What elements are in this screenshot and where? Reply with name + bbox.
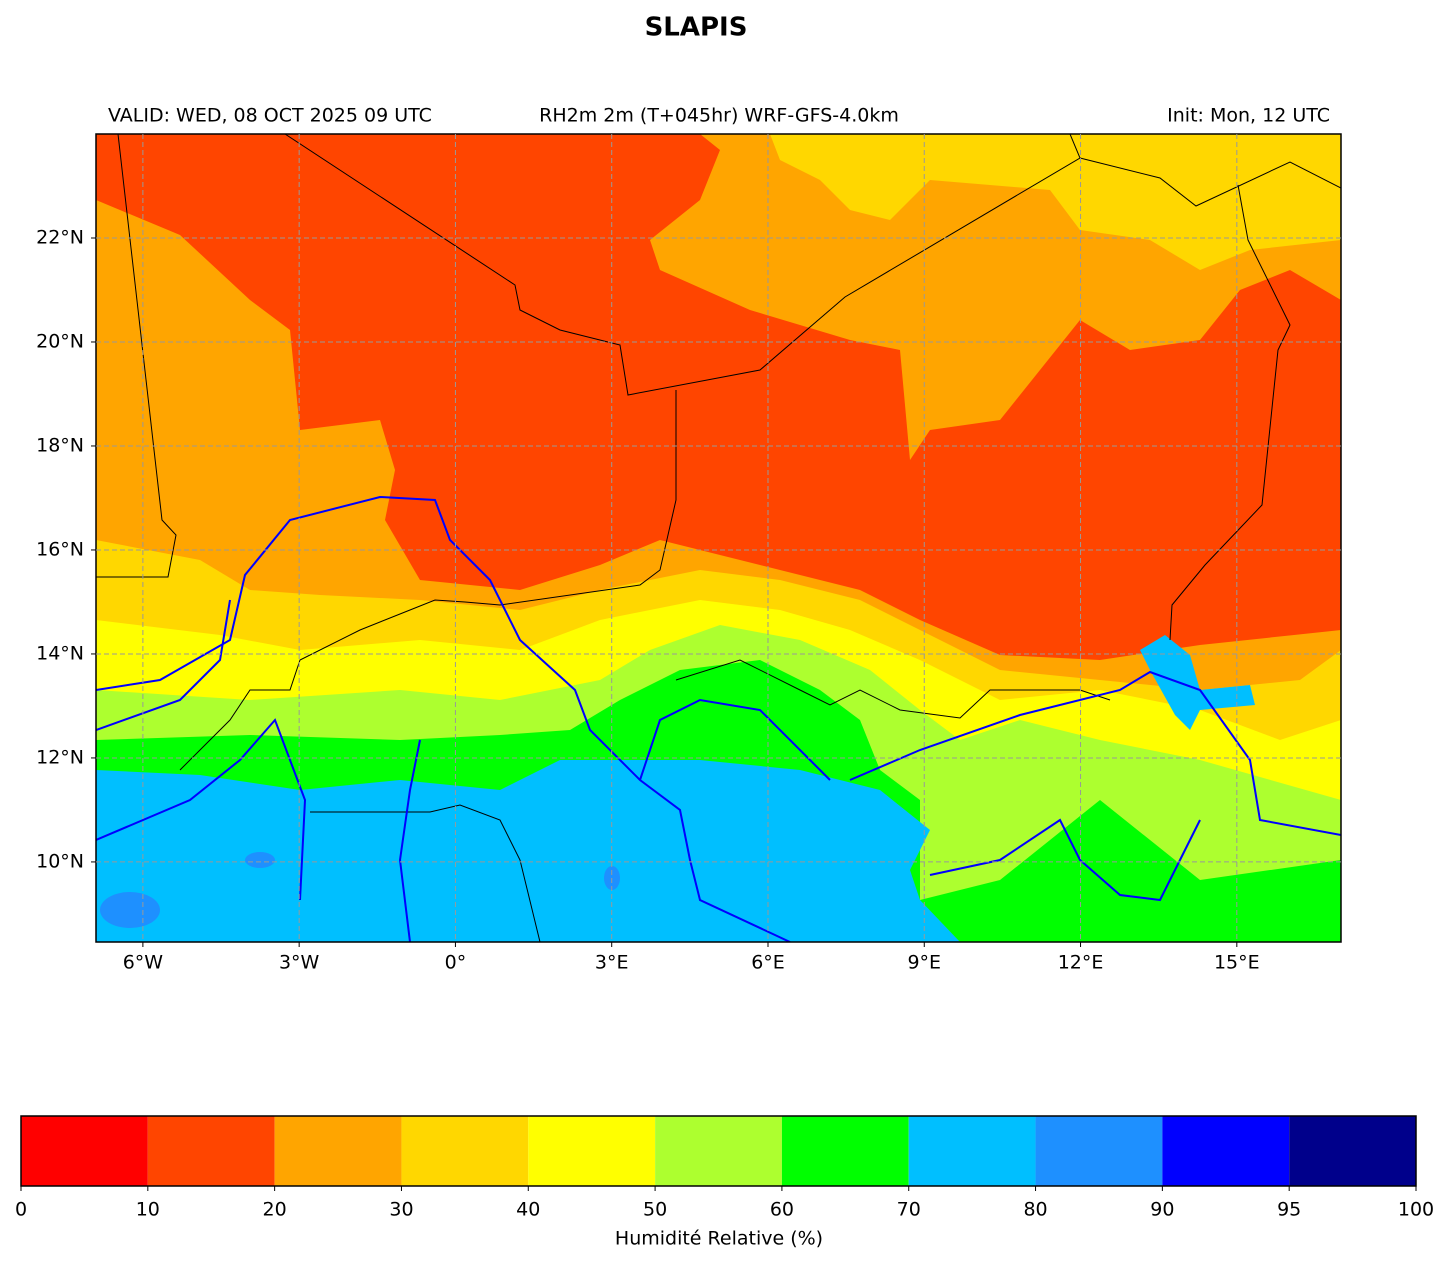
title: SLAPIS <box>645 13 748 43</box>
map-frame <box>95 133 1342 943</box>
river <box>96 718 307 901</box>
colorbar-tick-label: 40 <box>516 1199 540 1221</box>
border <box>1169 184 1291 641</box>
colorbar-tick-label: 90 <box>1150 1199 1174 1221</box>
colorbar-segment <box>401 1116 529 1186</box>
colorbar-segment <box>655 1116 782 1186</box>
border <box>675 659 1111 719</box>
colorbar-segment <box>1289 1116 1416 1186</box>
colorbar-tick-label: 80 <box>1023 1199 1047 1221</box>
colorbar-label: Humidité Relative (%) <box>615 1228 823 1250</box>
colorbar-tick-label: 70 <box>897 1199 921 1221</box>
field-blob <box>245 852 275 868</box>
lake-chad <box>1140 635 1255 730</box>
field-blob <box>100 892 160 928</box>
y-tick-label: 14°N <box>36 642 84 664</box>
x-tick-label: 15°E <box>1214 952 1260 974</box>
x-tick-label: 3°E <box>595 952 629 974</box>
colorbar-tick-label: 0 <box>15 1199 27 1221</box>
x-tick-label: 0° <box>445 952 467 974</box>
colorbar-segment <box>1035 1116 1163 1186</box>
x-tick-label: 9°E <box>907 952 941 974</box>
x-tick-label: 12°E <box>1058 952 1104 974</box>
field-band <box>770 134 1341 270</box>
river <box>96 599 231 731</box>
y-tick-label: 22°N <box>36 226 84 248</box>
y-tick-label: 18°N <box>36 434 84 456</box>
x-tick-label: 3°W <box>279 952 320 974</box>
colorbar-segment <box>908 1116 1036 1186</box>
y-tick-label: 20°N <box>36 330 84 352</box>
border <box>310 804 541 942</box>
colorbar-tick-label: 30 <box>389 1199 413 1221</box>
x-tick-label: 6°E <box>751 952 785 974</box>
y-tick-label: 12°N <box>36 746 84 768</box>
x-tick-label: 6°W <box>123 952 164 974</box>
colorbar-segment <box>528 1116 656 1186</box>
river <box>398 739 421 942</box>
colorbar-tick-label: 60 <box>770 1199 794 1221</box>
colorbar-tick-label: 20 <box>263 1199 287 1221</box>
colorbar-frame <box>20 1115 1417 1187</box>
subtitle-right: Init: Mon, 12 UTC <box>1167 105 1330 127</box>
colorbar-tick-label: 100 <box>1398 1199 1434 1221</box>
border <box>179 390 677 771</box>
river <box>639 698 831 781</box>
colorbar-segment <box>781 1116 909 1186</box>
river <box>96 495 791 942</box>
colorbar-segment <box>147 1116 275 1186</box>
colorbar-segment <box>274 1116 402 1186</box>
colorbar-segment <box>21 1116 148 1186</box>
subtitle-left: VALID: WED, 08 OCT 2025 09 UTC <box>108 105 432 127</box>
map-field <box>96 134 1341 942</box>
subtitle-center: RH2m 2m (T+045hr) WRF-GFS-4.0km <box>539 105 899 127</box>
border <box>96 134 177 578</box>
field-band <box>96 760 960 942</box>
y-tick-label: 16°N <box>36 538 84 560</box>
border <box>1079 157 1341 207</box>
border <box>284 134 1081 396</box>
river <box>849 670 1341 836</box>
colorbar-tick-label: 50 <box>643 1199 667 1221</box>
colorbar-tick-label: 10 <box>136 1199 160 1221</box>
river <box>929 818 1201 902</box>
y-tick-label: 10°N <box>36 850 84 872</box>
colorbar-tick-label: 95 <box>1277 1199 1301 1221</box>
colorbar-segment <box>1162 1116 1290 1186</box>
